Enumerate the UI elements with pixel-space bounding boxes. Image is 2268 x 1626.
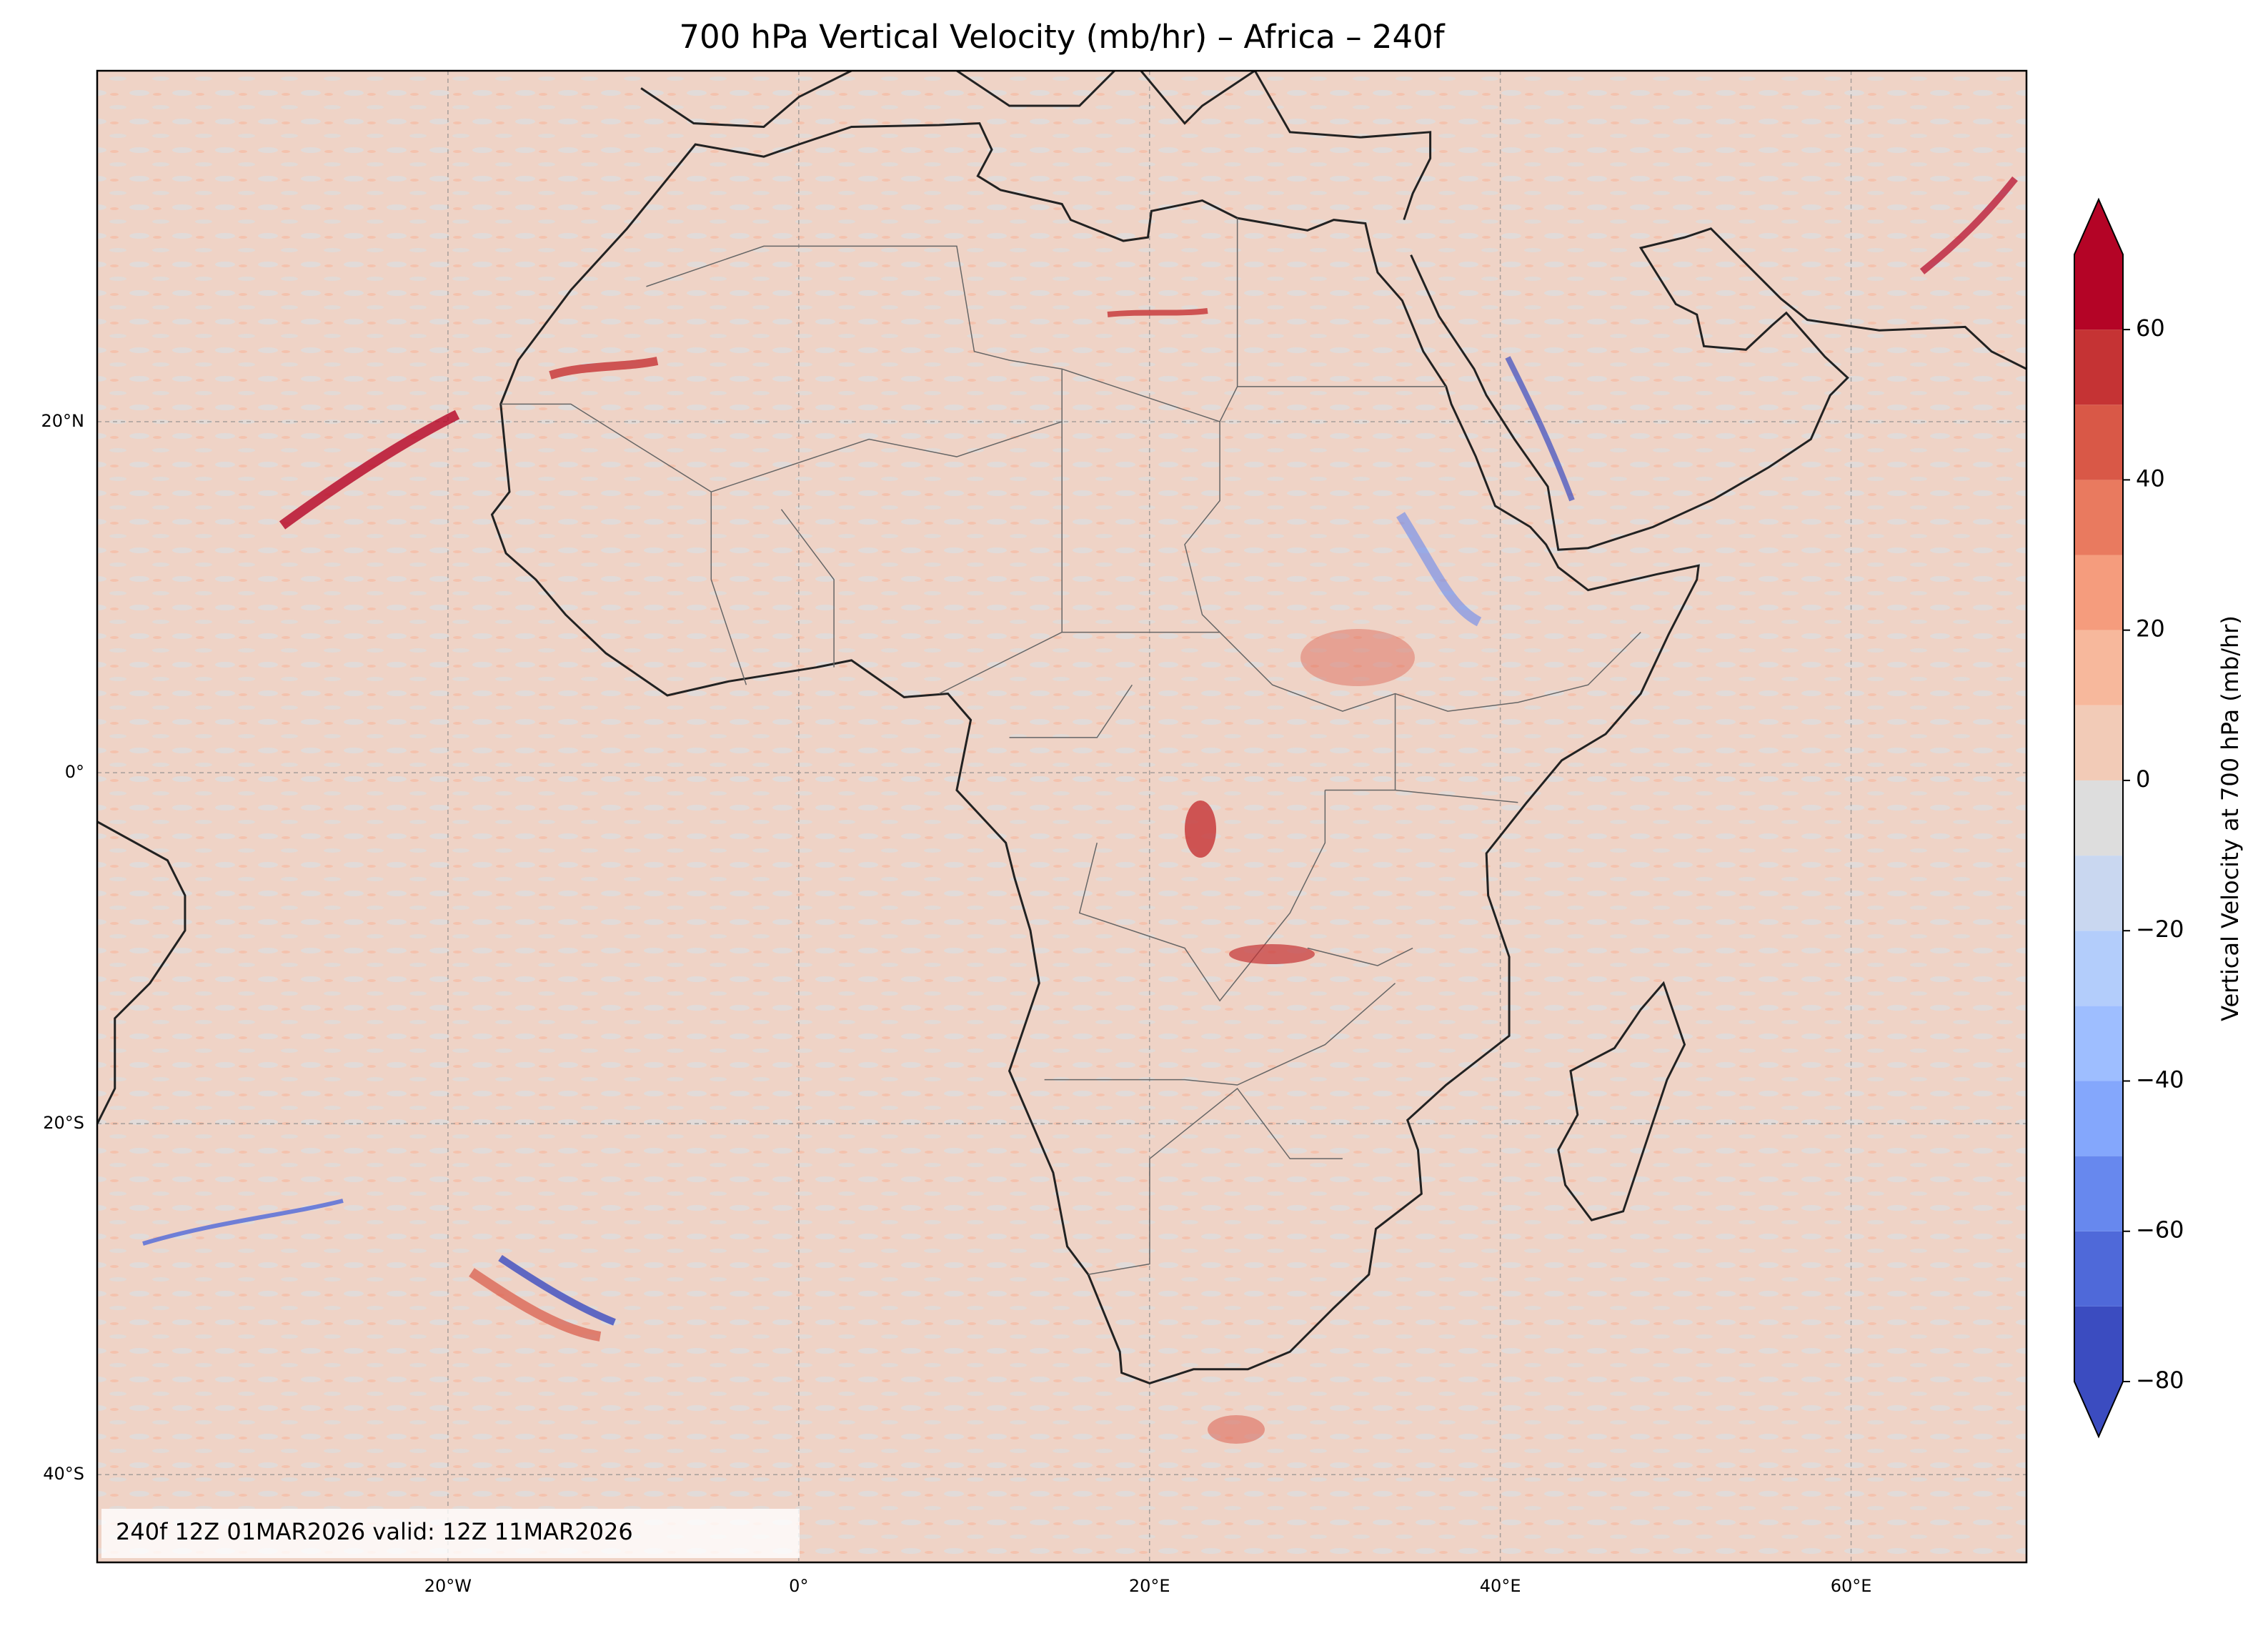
y-tick-label: 40°S: [43, 1464, 84, 1484]
colorbar-bin: [2074, 856, 2123, 931]
annotation-box: [101, 1509, 800, 1558]
annotation: 240f 12Z 01MAR2026 valid: 12Z 11MAR2026: [116, 1518, 633, 1545]
colorbar-bin: [2074, 1156, 2123, 1231]
ascent-cell: [1229, 944, 1315, 964]
x-tick-label: 0°: [789, 1576, 808, 1596]
ascent-cell: [1300, 629, 1415, 686]
colorbar-bin: [2074, 1081, 2123, 1156]
colorbar-tick-label: −20: [2136, 916, 2184, 943]
ascent-band: [1919, 176, 2018, 274]
colorbar-tick-label: 60: [2136, 314, 2165, 342]
colorbar-bin: [2074, 780, 2123, 856]
colorbar-bin: [2074, 630, 2123, 705]
colorbar-tick-label: −80: [2136, 1367, 2184, 1394]
field-features: [142, 176, 2018, 1444]
south-america-coast: [97, 822, 185, 1124]
y-tick-label: 0°: [65, 762, 84, 782]
colorbar-extend-over: [2074, 199, 2123, 254]
colorbar-extend-under: [2074, 1382, 2123, 1437]
africa-coast: [492, 124, 1698, 1384]
descent-band: [498, 1254, 616, 1326]
colorbar: −80 −60 −40 −20 0 20 40 60: [2074, 197, 2184, 1439]
y-tick-label: 20°N: [41, 411, 85, 431]
borders: [501, 218, 1641, 1274]
ascent-band: [549, 357, 659, 380]
colorbar-label: Vertical Velocity at 700 hPa (mb/hr): [2217, 615, 2244, 1021]
colorbar-bin: [2074, 931, 2123, 1006]
map-frame: [96, 69, 2028, 1564]
x-tick-label: 20°E: [1129, 1576, 1170, 1596]
x-tick-label: 60°E: [1831, 1576, 1872, 1596]
map-field: [97, 71, 2026, 1562]
colorbar-bin: [2074, 1306, 2123, 1382]
colorbar-bin: [2074, 480, 2123, 555]
colorbar-tick-label: 20: [2136, 615, 2165, 643]
x-tick-label: 20°W: [424, 1576, 472, 1596]
colorbar-bin: [2074, 705, 2123, 780]
y-tick-label: 20°S: [43, 1113, 84, 1133]
ascent-band: [469, 1268, 602, 1342]
descent-band: [142, 1199, 344, 1246]
colorbar-bin: [2074, 405, 2123, 480]
ascent-band: [1107, 308, 1208, 317]
ascent-cell: [1208, 1415, 1265, 1444]
x-tick-label: 40°E: [1480, 1576, 1521, 1596]
descent-band: [1396, 512, 1482, 627]
colorbar-bin: [2074, 555, 2123, 630]
ascent-cell: [1185, 800, 1216, 858]
colorbar-tick-label: 0: [2136, 765, 2150, 793]
colorbar-bin: [2074, 1231, 2123, 1307]
colorbar-bin: [2074, 254, 2123, 330]
colorbar-bin: [2074, 329, 2123, 405]
colorbar-tick-label: 40: [2136, 465, 2165, 492]
colorbar-tick-label: −40: [2136, 1066, 2184, 1093]
field-background: [97, 71, 2026, 1562]
grid: [97, 71, 2026, 1562]
arabia-coast: [1411, 229, 2027, 550]
coastlines: [97, 71, 2026, 1384]
descent-band: [1505, 356, 1575, 502]
ascent-band: [279, 410, 460, 530]
chart-title: 700 hPa Vertical Velocity (mb/hr) – Afri…: [679, 18, 1445, 56]
madagascar-coast: [1558, 983, 1685, 1220]
mediterranean-north: [641, 71, 1431, 220]
colorbar-bin: [2074, 1006, 2123, 1081]
colorbar-tick-label: −60: [2136, 1216, 2184, 1244]
